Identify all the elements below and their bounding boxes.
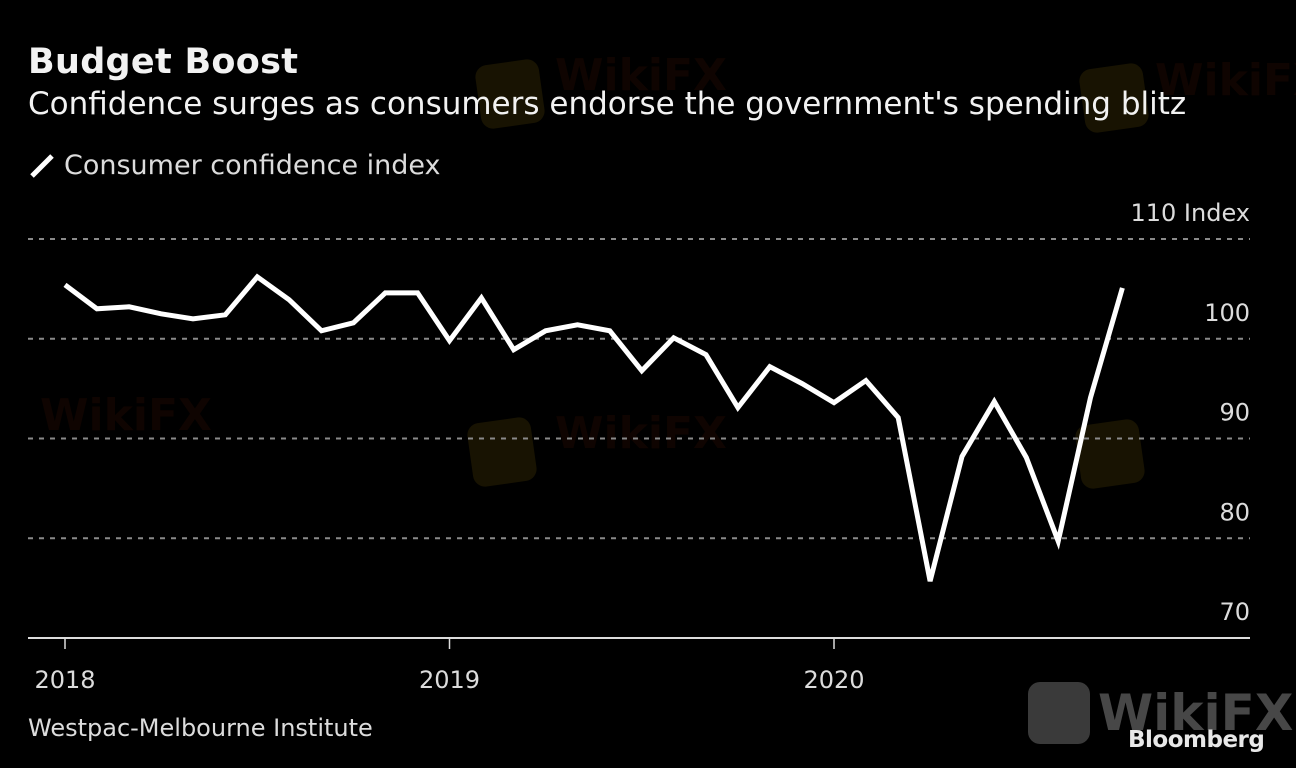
y-tick-label: 70: [1219, 598, 1250, 626]
watermark-logo: WikiFX: [1028, 682, 1293, 744]
watermark-logo-text: WikiFX: [1098, 684, 1294, 742]
brand-logo: Bloomberg: [1128, 727, 1265, 753]
watermark-text: WikiFX: [555, 408, 727, 459]
x-tick-label: 2020: [803, 666, 864, 694]
series-line-consumer-confidence: [63, 273, 1125, 582]
legend-label: Consumer confidence index: [64, 150, 441, 181]
y-axis: 70 80 90 100 110 Index: [1130, 199, 1250, 626]
line-swatch-icon: [30, 153, 54, 178]
y-tick-label: 110 Index: [1130, 199, 1250, 227]
chart-subtitle: Confidence surges as consumers endorse t…: [28, 86, 1187, 122]
y-tick-label: 100: [1204, 299, 1250, 327]
chart-title: Budget Boost: [28, 42, 299, 82]
y-tick-label: 80: [1219, 498, 1250, 526]
legend: Consumer confidence index: [28, 150, 441, 181]
y-tick-label: 90: [1219, 399, 1250, 427]
watermark-text: WikiFX: [555, 50, 727, 101]
x-axis: 2018 2019 2020: [28, 637, 1250, 694]
watermark-text: WikiFX: [1155, 55, 1296, 106]
x-tick-label: 2018: [34, 666, 95, 694]
source-note: Westpac-Melbourne Institute: [28, 714, 373, 742]
watermark-logo-icon: [1028, 682, 1090, 744]
watermark-text: WikiFX: [40, 390, 212, 441]
x-tick-label: 2019: [419, 666, 480, 694]
series-layer: [63, 273, 1125, 582]
